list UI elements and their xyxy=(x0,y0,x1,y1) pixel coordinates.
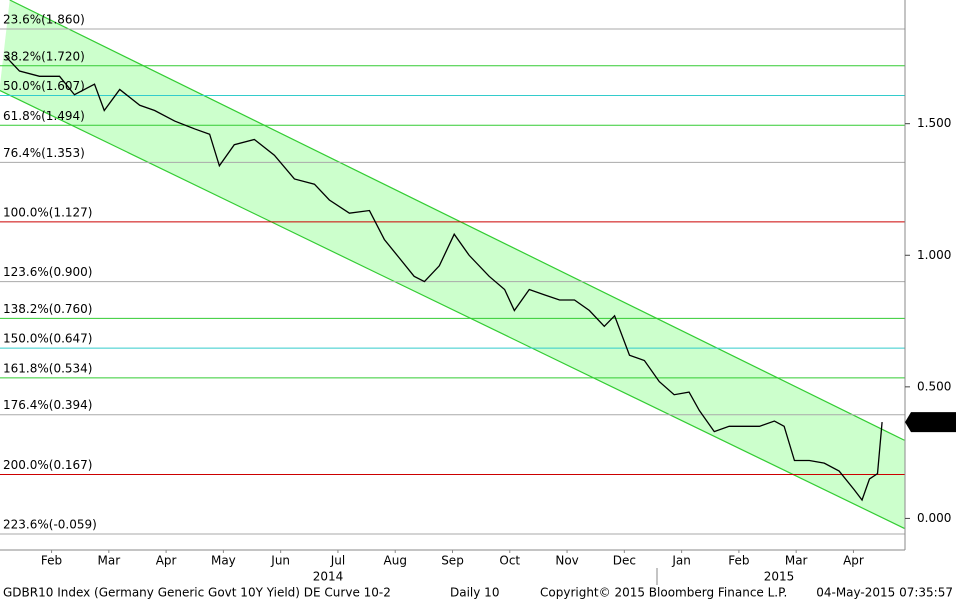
x-tick-label: Feb xyxy=(41,554,62,568)
x-tick-label: Dec xyxy=(613,554,636,568)
level-label: 176.4%(0.394) xyxy=(3,398,92,412)
price-line xyxy=(4,54,883,502)
x-tick-label: Jan xyxy=(671,554,691,568)
level-label: 123.6%(0.900) xyxy=(3,265,92,279)
x-tick-label: Mar xyxy=(785,554,808,568)
level-label: 150.0%(0.647) xyxy=(3,332,92,346)
x-tick-label: Oct xyxy=(499,554,520,568)
channel-line xyxy=(9,0,905,441)
level-label: 223.6%(-0.059) xyxy=(3,517,97,531)
ticker: GDBR10 Index (Germany Generic Govt 10Y Y… xyxy=(3,586,391,600)
level-label: 38.2%(1.720) xyxy=(3,49,85,63)
period: Daily 10 xyxy=(450,586,499,600)
x-tick-label: Jul xyxy=(330,554,345,568)
x-tick-label: Mar xyxy=(98,554,121,568)
x-tick-label: Nov xyxy=(555,554,578,568)
y-tick-label: 0.000 xyxy=(917,511,951,525)
x-tick-label: Apr xyxy=(156,554,177,568)
plot-area: 23.6%(1.860) 38.2%(1.720) 50.0%(1.607) 61.8… xyxy=(0,0,905,535)
channel-line xyxy=(0,89,905,529)
level-label: 61.8%(1.494) xyxy=(3,109,85,123)
channel-fill xyxy=(0,0,905,529)
year-label: 2014 xyxy=(313,570,344,584)
level-label: 76.4%(1.353) xyxy=(3,146,85,160)
level-label: 100.0%(1.127) xyxy=(3,205,92,219)
last-tag xyxy=(905,412,956,433)
copyright: Copyright© 2015 Bloomberg Finance L.P. xyxy=(540,586,787,600)
timestamp: 04-May-2015 07:35:57 xyxy=(816,586,953,600)
level-label: 50.0%(1.607) xyxy=(3,79,85,93)
level-label: 161.8%(0.534) xyxy=(3,361,92,375)
y-tick-label: 1.500 xyxy=(917,116,951,130)
x-tick-label: May xyxy=(211,554,236,568)
x-tick-label: Apr xyxy=(843,554,864,568)
y-tick-label: 1.000 xyxy=(917,248,951,262)
level-label: 200.0%(0.167) xyxy=(3,458,92,472)
level-label: 23.6%(1.860) xyxy=(3,12,85,26)
last-label: 0.366 xyxy=(917,415,951,429)
year-label: 2015 xyxy=(764,570,795,584)
x-tick-label: Jun xyxy=(270,554,290,568)
x-tick-label: Feb xyxy=(728,554,749,568)
x-tick-label: Sep xyxy=(441,554,464,568)
y-tick-label: 0.500 xyxy=(917,379,951,393)
level-label: 138.2%(0.760) xyxy=(3,302,92,316)
x-tick-label: Aug xyxy=(384,554,407,568)
